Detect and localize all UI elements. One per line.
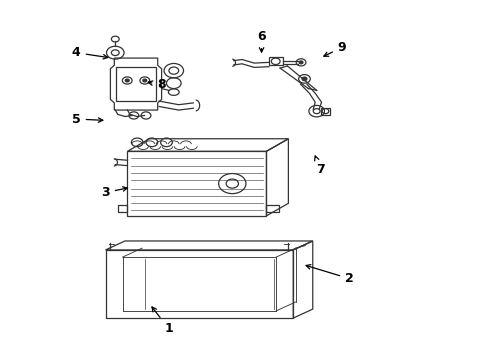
Text: 4: 4 — [72, 46, 107, 59]
Text: 3: 3 — [101, 186, 127, 199]
Circle shape — [125, 79, 129, 82]
Text: 5: 5 — [72, 113, 102, 126]
Text: 6: 6 — [257, 30, 265, 52]
Circle shape — [302, 77, 306, 81]
Text: 9: 9 — [323, 41, 346, 56]
Text: 2: 2 — [305, 265, 353, 285]
Circle shape — [142, 79, 146, 82]
Text: 1: 1 — [152, 307, 173, 335]
Circle shape — [299, 61, 303, 64]
Text: 7: 7 — [314, 156, 324, 176]
Text: 8: 8 — [148, 78, 165, 91]
